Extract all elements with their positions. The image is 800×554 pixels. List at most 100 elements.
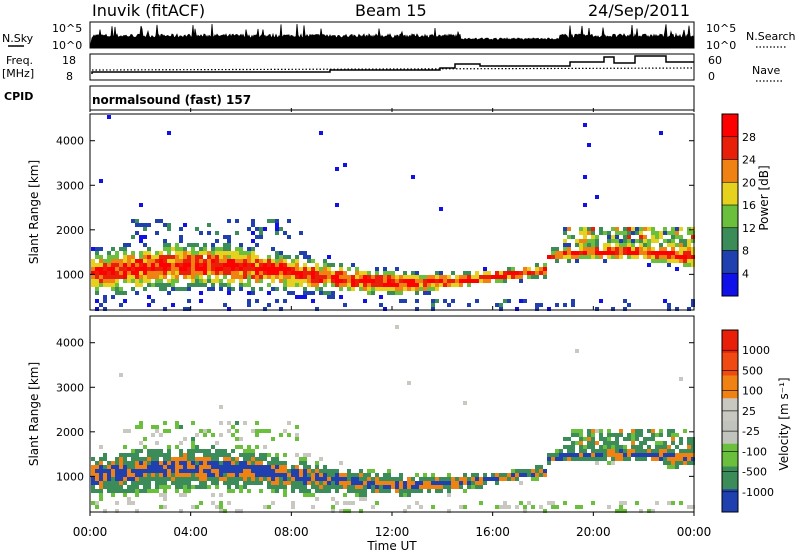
backscatter-cell	[687, 239, 691, 243]
backscatter-cell	[579, 243, 583, 247]
backscatter-cell	[107, 473, 111, 477]
backscatter-cell	[311, 469, 315, 473]
backscatter-cell	[195, 445, 199, 449]
backscatter-cell	[447, 473, 451, 477]
backscatter-cell	[171, 303, 175, 307]
backscatter-cell	[127, 259, 131, 263]
backscatter-cell	[251, 239, 255, 243]
backscatter-cell	[295, 279, 299, 283]
backscatter-cell	[191, 457, 195, 461]
backscatter-cell	[259, 287, 263, 291]
backscatter-cell	[191, 243, 195, 247]
backscatter-cell	[663, 461, 667, 465]
backscatter-cell	[639, 433, 643, 437]
backscatter-cell	[143, 251, 147, 255]
backscatter-cell	[467, 303, 471, 307]
backscatter-cell	[331, 481, 335, 485]
backscatter-cell	[663, 247, 667, 251]
backscatter-cell	[163, 283, 167, 287]
backscatter-cell	[511, 469, 515, 473]
backscatter-cell	[123, 493, 127, 497]
backscatter-cell	[659, 247, 663, 251]
backscatter-cell	[487, 477, 491, 481]
backscatter-cell	[271, 465, 275, 469]
backscatter-cell	[539, 469, 543, 473]
backscatter-cell	[103, 271, 107, 275]
backscatter-cell	[279, 485, 283, 489]
backscatter-cell	[183, 493, 187, 497]
colorbar-tick-label: 12	[742, 222, 756, 235]
backscatter-cell	[131, 219, 135, 223]
backscatter-cell	[691, 461, 695, 465]
backscatter-cell	[595, 307, 599, 311]
backscatter-cell	[607, 235, 611, 239]
backscatter-cell	[263, 465, 267, 469]
backscatter-cell	[151, 469, 155, 473]
backscatter-cell	[495, 275, 499, 279]
colorbar-frame	[721, 329, 739, 513]
backscatter-cell	[95, 465, 99, 469]
backscatter-cell	[175, 259, 179, 263]
backscatter-cell	[215, 271, 219, 275]
backscatter-cell	[339, 279, 343, 283]
backscatter-cell	[575, 457, 579, 461]
backscatter-cell	[679, 461, 683, 465]
backscatter-cell	[399, 283, 403, 287]
backscatter-cell	[583, 175, 587, 179]
backscatter-cell	[359, 283, 363, 287]
backscatter-cell	[95, 299, 99, 303]
backscatter-cell	[675, 267, 679, 271]
backscatter-cell	[407, 493, 411, 497]
backscatter-cell	[523, 505, 527, 509]
backscatter-cell	[275, 469, 279, 473]
backscatter-cell	[255, 465, 259, 469]
backscatter-cell	[343, 271, 347, 275]
backscatter-cell	[131, 477, 135, 481]
backscatter-cell	[235, 255, 239, 259]
backscatter-cell	[683, 453, 687, 457]
backscatter-cell	[567, 247, 571, 251]
backscatter-cell	[163, 275, 167, 279]
backscatter-cell	[615, 457, 619, 461]
colorbar-segment	[722, 489, 738, 513]
backscatter-cell	[323, 473, 327, 477]
backscatter-cell	[207, 449, 211, 453]
backscatter-cell	[691, 235, 695, 239]
backscatter-cell	[451, 283, 455, 287]
backscatter-cell	[223, 461, 227, 465]
backscatter-cell	[587, 441, 591, 445]
backscatter-cell	[547, 307, 551, 311]
backscatter-cell	[367, 485, 371, 489]
backscatter-cell	[271, 477, 275, 481]
backscatter-cell	[287, 219, 291, 223]
backscatter-cell	[131, 259, 135, 263]
backscatter-cell	[275, 263, 279, 267]
backscatter-cell	[655, 239, 659, 243]
backscatter-cell	[427, 279, 431, 283]
backscatter-cell	[95, 255, 99, 259]
backscatter-cell	[91, 271, 95, 275]
backscatter-cell	[403, 271, 407, 275]
backscatter-cell	[671, 449, 675, 453]
backscatter-cell	[247, 303, 251, 307]
backscatter-cell	[567, 437, 571, 441]
backscatter-cell	[663, 227, 667, 231]
backscatter-cell	[123, 477, 127, 481]
backscatter-cell	[155, 469, 159, 473]
backscatter-cell	[247, 489, 251, 493]
backscatter-cell	[287, 469, 291, 473]
backscatter-cell	[203, 271, 207, 275]
backscatter-cell	[611, 235, 615, 239]
backscatter-cell	[507, 267, 511, 271]
backscatter-cell	[563, 243, 567, 247]
backscatter-cell	[343, 163, 347, 167]
backscatter-cell	[171, 477, 175, 481]
y-tick-label: 4000	[56, 135, 84, 148]
backscatter-cell	[227, 473, 231, 477]
backscatter-cell	[619, 509, 623, 513]
backscatter-cell	[391, 481, 395, 485]
backscatter-cell	[139, 255, 143, 259]
backscatter-cell	[375, 271, 379, 275]
backscatter-cell	[175, 477, 179, 481]
